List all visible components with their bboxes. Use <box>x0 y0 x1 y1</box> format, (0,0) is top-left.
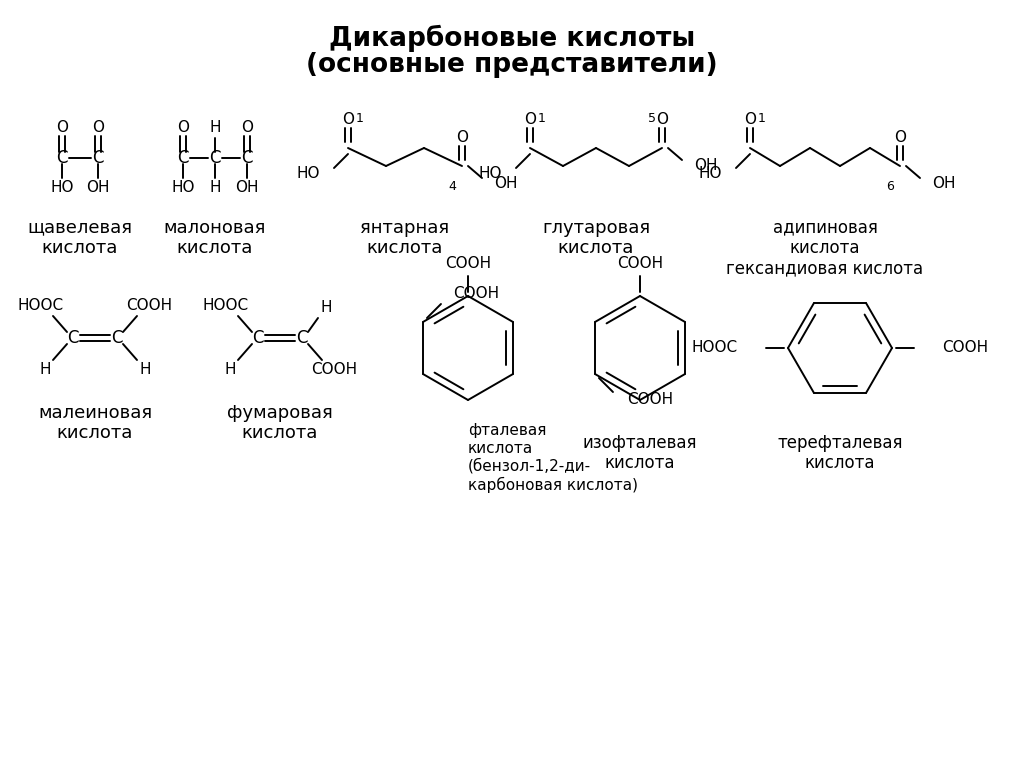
Text: C: C <box>68 329 79 347</box>
Text: 6: 6 <box>886 180 894 193</box>
Text: OH: OH <box>494 177 517 191</box>
Text: щавелевая
кислота: щавелевая кислота <box>28 219 132 257</box>
Text: C: C <box>112 329 123 347</box>
Text: C: C <box>252 329 264 347</box>
Text: COOH: COOH <box>942 340 988 356</box>
Text: H: H <box>209 121 221 135</box>
Text: OH: OH <box>932 177 955 191</box>
Text: 1: 1 <box>538 111 546 124</box>
Text: 1: 1 <box>758 111 766 124</box>
Text: H: H <box>209 180 221 196</box>
Text: COOH: COOH <box>616 256 664 270</box>
Text: H: H <box>139 362 151 378</box>
Text: COOH: COOH <box>445 256 492 270</box>
Text: 5: 5 <box>648 111 656 124</box>
Text: OH: OH <box>236 180 259 194</box>
Text: фталевая
кислота
(бензол-1,2-ди-
карбоновая кислота): фталевая кислота (бензол-1,2-ди- карбоно… <box>468 423 638 493</box>
Text: C: C <box>209 149 221 167</box>
Text: глутаровая
кислота: глутаровая кислота <box>542 219 650 257</box>
Text: O: O <box>456 130 468 144</box>
Text: фумаровая
кислота: фумаровая кислота <box>227 404 333 442</box>
Text: COOH: COOH <box>627 392 673 408</box>
Text: O: O <box>342 111 354 127</box>
Text: HOOC: HOOC <box>203 299 249 313</box>
Text: O: O <box>744 111 756 127</box>
Text: янтарная
кислота: янтарная кислота <box>360 219 450 257</box>
Text: COOH: COOH <box>453 286 499 302</box>
Text: C: C <box>296 329 308 347</box>
Text: адипиновая
кислота
гександиовая кислота: адипиновая кислота гександиовая кислота <box>726 218 924 278</box>
Text: COOH: COOH <box>311 362 357 378</box>
Text: HO: HO <box>698 167 722 181</box>
Text: O: O <box>241 120 253 134</box>
Text: малеиновая
кислота: малеиновая кислота <box>38 404 152 442</box>
Text: O: O <box>524 111 536 127</box>
Text: C: C <box>92 149 103 167</box>
Text: HO: HO <box>171 180 195 194</box>
Text: O: O <box>177 120 189 134</box>
Text: 4: 4 <box>449 180 456 193</box>
Text: C: C <box>242 149 253 167</box>
Text: H: H <box>224 362 236 378</box>
Text: HO: HO <box>50 180 74 194</box>
Text: (основные представители): (основные представители) <box>306 52 718 78</box>
Text: O: O <box>656 111 668 127</box>
Text: Дикарбоновые кислоты: Дикарбоновые кислоты <box>329 25 695 51</box>
Text: O: O <box>894 130 906 144</box>
Text: малоновая
кислота: малоновая кислота <box>164 219 266 257</box>
Text: HOOC: HOOC <box>18 299 65 313</box>
Text: 1: 1 <box>356 111 364 124</box>
Text: HO: HO <box>478 167 502 181</box>
Text: HOOC: HOOC <box>692 340 738 356</box>
Text: C: C <box>56 149 68 167</box>
Text: COOH: COOH <box>126 299 172 313</box>
Text: OH: OH <box>694 158 718 174</box>
Text: OH: OH <box>86 180 110 194</box>
Text: H: H <box>321 300 332 316</box>
Text: терефталевая
кислота: терефталевая кислота <box>777 434 903 472</box>
Text: O: O <box>56 120 68 134</box>
Text: H: H <box>39 362 51 378</box>
Text: HO: HO <box>297 167 319 181</box>
Text: O: O <box>92 120 104 134</box>
Text: изофталевая
кислота: изофталевая кислота <box>583 434 697 472</box>
Text: C: C <box>177 149 188 167</box>
